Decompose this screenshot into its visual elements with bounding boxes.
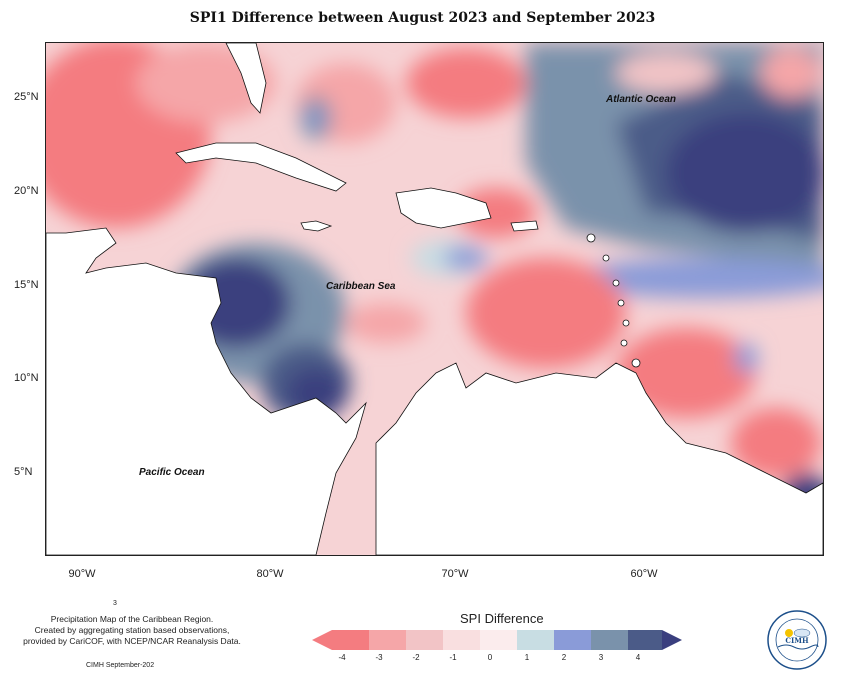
legend-swatch xyxy=(480,630,517,650)
cloud-icon xyxy=(793,628,811,638)
lat-tick-15n: 15°N xyxy=(14,279,39,291)
map-svg xyxy=(46,43,823,555)
legend-tick: -1 xyxy=(449,653,457,662)
legend-tick: 1 xyxy=(524,653,530,662)
legend-swatch xyxy=(443,630,480,650)
florida xyxy=(225,43,267,114)
cimh-logo: CIMH xyxy=(767,610,827,670)
lat-tick-10n: 10°N xyxy=(14,372,39,384)
legend-swatch xyxy=(517,630,554,650)
puerto-rico xyxy=(510,220,539,232)
spi-field xyxy=(46,43,823,553)
legend-tick: -3 xyxy=(375,653,383,662)
legend-tick: -4 xyxy=(338,653,346,662)
legend-title: SPI Difference xyxy=(460,611,544,626)
atlantic-ocean-label: Atlantic Ocean xyxy=(606,94,677,105)
caption-line-3: provided by CariCOF, with NCEP/NCAR Rean… xyxy=(23,636,241,646)
page-number: 3 xyxy=(113,600,117,607)
legend-tick: 3 xyxy=(598,653,604,662)
legend-swatch xyxy=(554,630,591,650)
legend-tick: 2 xyxy=(561,653,567,662)
sun-icon xyxy=(785,629,793,637)
map-title: SPI1 Difference between August 2023 and … xyxy=(189,10,656,26)
legend-swatch xyxy=(406,630,443,650)
legend-swatch xyxy=(628,630,662,650)
legend-tick: 4 xyxy=(635,653,641,662)
jamaica xyxy=(300,220,333,232)
map-panel xyxy=(45,42,824,556)
legend-swatch xyxy=(591,630,628,650)
legend-tick: -2 xyxy=(412,653,420,662)
map-caption: Precipitation Map of the Caribbean Regio… xyxy=(12,614,252,647)
legend-arrow-right xyxy=(662,630,682,650)
south-america xyxy=(375,362,823,555)
lat-tick-5n: 5°N xyxy=(14,466,33,478)
lon-tick-80w: 80°W xyxy=(256,568,284,580)
land-masses xyxy=(46,43,823,555)
lon-tick-70w: 70°W xyxy=(441,568,469,580)
lesser-antilles xyxy=(586,233,641,368)
lat-tick-20n: 20°N xyxy=(14,185,39,197)
logo-text: CIMH xyxy=(785,636,809,645)
pacific-ocean-label: Pacific Ocean xyxy=(139,467,205,478)
hispaniola xyxy=(395,187,492,229)
legend-swatch xyxy=(332,630,369,650)
wave-icon xyxy=(777,644,819,650)
lat-tick-25n: 25°N xyxy=(14,91,39,103)
credit-text: CIMH September-202 xyxy=(86,662,155,669)
lon-tick-90w: 90°W xyxy=(68,568,96,580)
legend-arrow-left xyxy=(312,630,332,650)
caption-line-1: Precipitation Map of the Caribbean Regio… xyxy=(50,614,214,624)
caption-line-2: Created by aggregating station based obs… xyxy=(34,625,230,635)
legend-colorbar xyxy=(312,630,682,650)
caribbean-sea-label: Caribbean Sea xyxy=(326,281,396,292)
lon-tick-60w: 60°W xyxy=(630,568,658,580)
central-america xyxy=(46,227,367,555)
cuba xyxy=(175,142,347,192)
legend-tick: 0 xyxy=(487,653,493,662)
legend-swatch xyxy=(369,630,406,650)
